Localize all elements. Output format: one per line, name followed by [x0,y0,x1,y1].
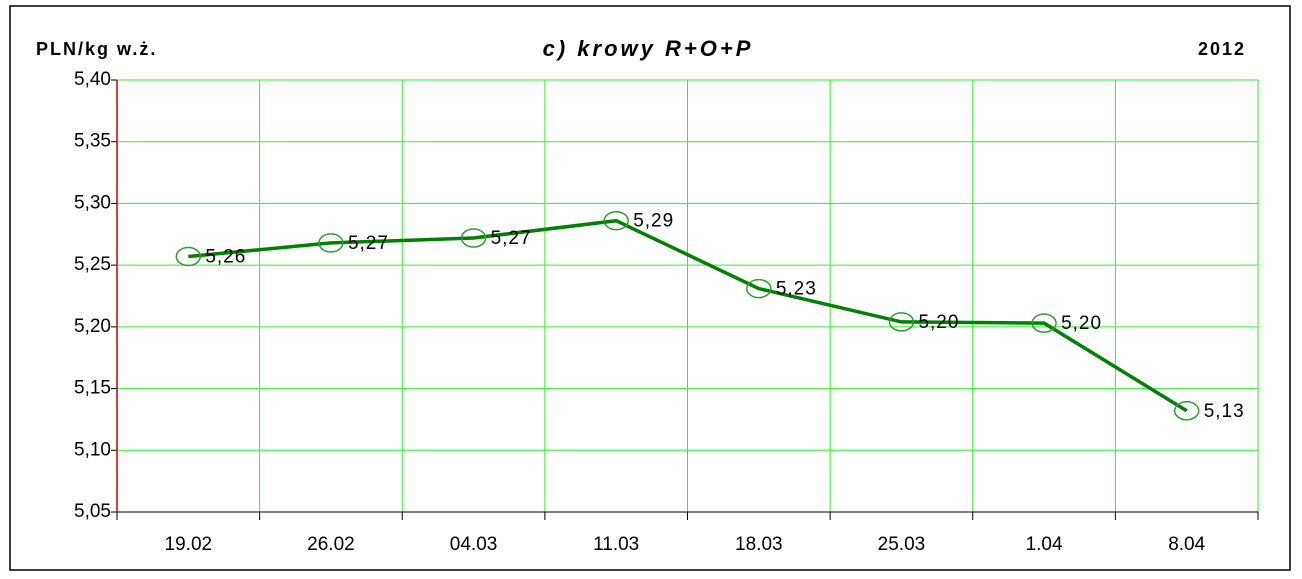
value-label: 5,20 [1061,313,1102,334]
value-label: 5,29 [633,211,674,232]
value-label: 5,27 [348,233,389,254]
marker [1031,313,1057,333]
value-label: 5,20 [918,312,959,333]
marker [603,210,629,231]
value-label: 5,23 [776,279,817,300]
y-tick-label: 5,15 [74,378,111,399]
value-label: 5,26 [205,247,246,268]
x-tick-label: 26.02 [307,534,355,555]
x-tick-label: 25.03 [878,534,926,555]
y-tick-label: 5,30 [74,192,111,213]
x-tick-label: 11.03 [593,534,639,555]
y-axis-label: PLN/kg w.ż. [36,39,157,59]
y-tick-label: 5,20 [74,316,111,337]
y-tick-label: 5,25 [74,254,111,275]
x-tick-label: 1.04 [1026,534,1063,555]
x-tick-label: 19.02 [165,534,213,555]
chart-title: c) krowy R+O+P [543,36,754,61]
y-tick-label: 5,10 [74,439,111,460]
x-tick-label: 8.04 [1168,534,1205,555]
line-series [188,218,1188,413]
value-label: 5,13 [1204,401,1245,422]
chart-frame [9,5,1291,571]
x-tick-label: 18.03 [735,534,783,555]
marker [460,228,487,248]
marker [888,312,915,332]
marker [175,246,202,267]
year-annotation: 2012 [1198,39,1246,59]
value-label: 5,27 [491,228,532,249]
x-tick-label: 04.03 [450,534,498,555]
y-tick-label: 5,05 [74,501,111,522]
marker [318,233,344,253]
y-tick-label: 5,35 [74,131,111,152]
marker [1173,401,1200,421]
marker [746,278,772,299]
y-tick-label: 5,40 [74,69,111,90]
